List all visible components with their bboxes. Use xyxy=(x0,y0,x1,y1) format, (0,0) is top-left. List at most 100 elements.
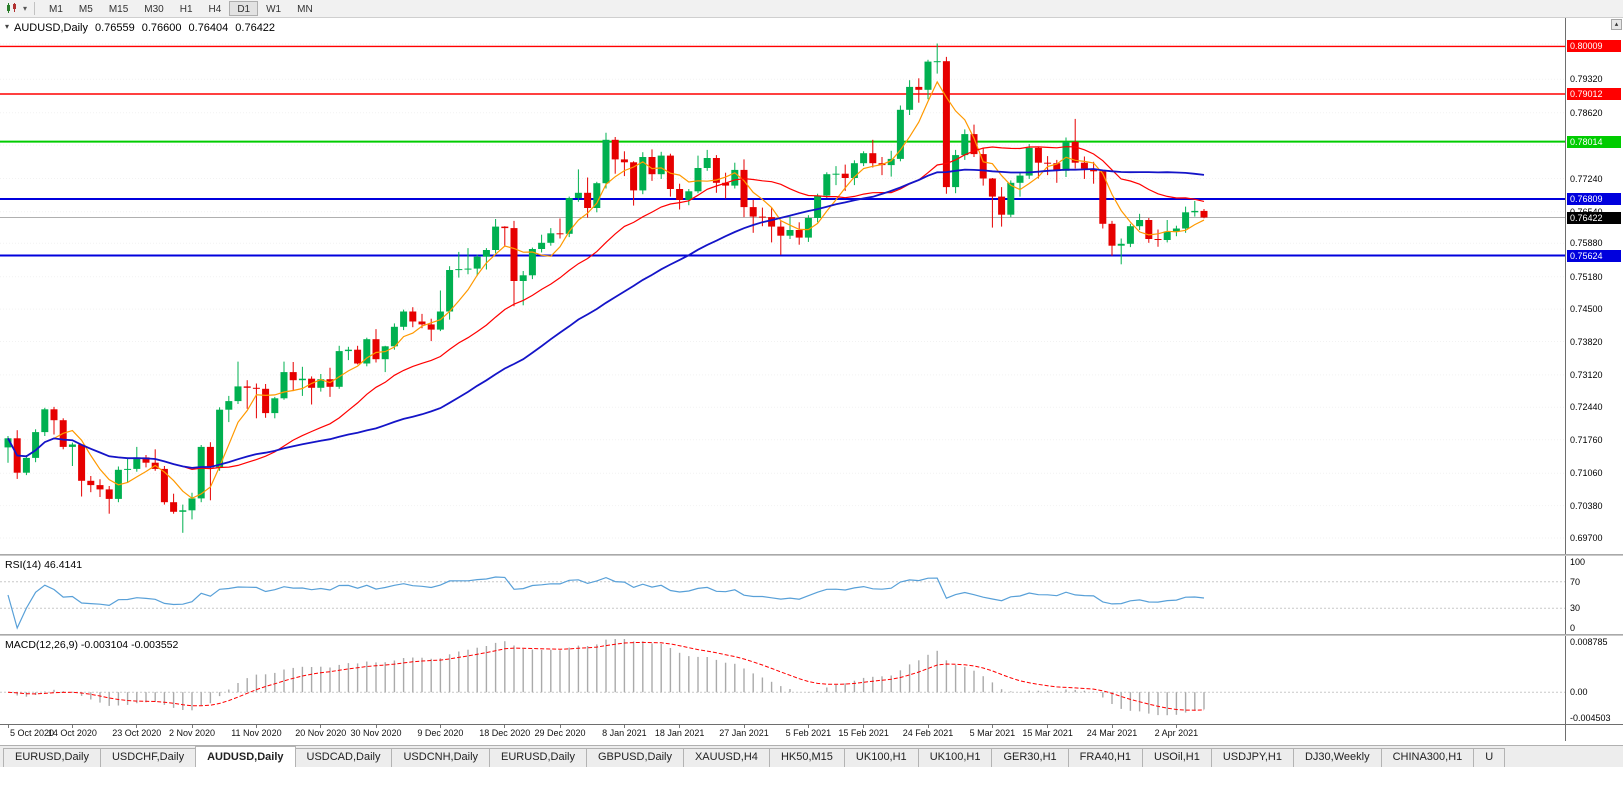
time-axis[interactable]: 5 Oct 2020 14 Oct 2020 23 Oct 2020 2 Nov 20… xyxy=(0,725,1565,741)
hline-price-badge: 0.80009 xyxy=(1567,40,1621,53)
timeframe-button-m1[interactable]: M1 xyxy=(49,4,63,15)
price-axis-label: 0.79320 xyxy=(1570,74,1603,85)
collapse-indicators-icon[interactable]: ▾ xyxy=(5,22,10,31)
chart-title-close: 0.76422 xyxy=(235,22,276,34)
chart-tab-usoil-h1[interactable]: USOil,H1 xyxy=(1142,748,1212,767)
price-axis-label: 0.75880 xyxy=(1570,238,1603,249)
chart-title-low: 0.76404 xyxy=(188,22,229,34)
macd-chart[interactable]: MACD(12,26,9) -0.003104 -0.003552 xyxy=(0,636,1565,724)
rsi-label: RSI(14) 46.4141 xyxy=(5,559,83,571)
macd-label: MACD(12,26,9) -0.003104 -0.003552 xyxy=(5,639,179,651)
time-axis-tick xyxy=(255,725,257,728)
panel-separator[interactable] xyxy=(0,634,1623,636)
time-axis-label: 30 Nov 2020 xyxy=(350,728,402,738)
time-axis-label: 15 Mar 2021 xyxy=(1022,728,1073,738)
timeframe-button-mn[interactable]: MN xyxy=(297,4,313,15)
time-axis-label: 2 Apr 2021 xyxy=(1154,728,1199,738)
time-axis-tick xyxy=(1047,725,1049,728)
price-axis-label: 0.78620 xyxy=(1570,107,1603,118)
price-axis-label: 0.70380 xyxy=(1570,500,1603,511)
rsi-indicator-panel: RSI(14) 46.4141 100 70 30 0 xyxy=(0,556,1623,634)
chart-tab-eurusd-daily[interactable]: EURUSD,Daily xyxy=(489,748,587,767)
time-axis-corner xyxy=(1565,725,1623,741)
time-axis-label: 11 Nov 2020 xyxy=(231,728,282,738)
chart-title-high: 0.76600 xyxy=(141,22,182,34)
timeframe-button-m30[interactable]: M30 xyxy=(144,4,164,15)
time-axis-tick xyxy=(863,725,865,728)
dropdown-caret-icon[interactable]: ▾ xyxy=(22,4,27,13)
time-axis-label: 18 Jan 2021 xyxy=(654,728,705,738)
chart-tab-xauusd-h4[interactable]: XAUUSD,H4 xyxy=(682,748,770,767)
time-axis-row: 5 Oct 2020 14 Oct 2020 23 Oct 2020 2 Nov 20… xyxy=(0,724,1623,741)
timeframe-button-d1[interactable]: D1 xyxy=(229,1,259,16)
chart-title-symbol: AUDUSD,Daily xyxy=(14,22,88,34)
panel-separator[interactable] xyxy=(0,554,1623,556)
chart-tab-dj30-weekly[interactable]: DJ30,Weekly xyxy=(1292,748,1382,767)
timeframe-button-m5[interactable]: M5 xyxy=(78,4,93,15)
chart-tab-usdjpy-h1[interactable]: USDJPY,H1 xyxy=(1210,748,1294,767)
chart-tab-u[interactable]: U xyxy=(1473,748,1506,767)
gap xyxy=(0,741,1623,745)
chart-title: ▾ AUDUSD,Daily 0.76559 0.76600 0.76404 0… xyxy=(5,22,275,34)
timeframe-button-h1[interactable]: H1 xyxy=(179,4,193,15)
time-axis-label: 5 Oct 2020 xyxy=(9,728,55,738)
main-chart-panel: ▾ AUDUSD,Daily 0.76559 0.76600 0.76404 0… xyxy=(0,18,1623,554)
time-axis-label: 2 Nov 2020 xyxy=(168,728,216,738)
hline-price-badge: 0.78014 xyxy=(1567,135,1621,148)
price-axis-label: 0.77240 xyxy=(1570,173,1603,184)
rsi-axis-label: 70 xyxy=(1570,576,1581,587)
chart-tab-uk100-h1[interactable]: UK100,H1 xyxy=(917,748,993,767)
time-axis-tick xyxy=(623,725,625,728)
chart-type-icon[interactable] xyxy=(4,2,20,16)
time-axis-tick xyxy=(439,725,441,728)
price-chart[interactable]: ▾ AUDUSD,Daily 0.76559 0.76600 0.76404 0… xyxy=(0,18,1565,554)
time-axis-label: 14 Oct 2020 xyxy=(47,728,97,738)
rsi-axis-label: 30 xyxy=(1570,603,1581,614)
macd-axis-label: -0.004503 xyxy=(1570,713,1611,723)
macd-indicator-panel: MACD(12,26,9) -0.003104 -0.003552 0.0087… xyxy=(0,636,1623,724)
time-axis-tick xyxy=(71,725,73,728)
chart-tab-fra40-h1[interactable]: FRA40,H1 xyxy=(1067,748,1144,767)
time-axis-label: 8 Jan 2021 xyxy=(602,728,647,738)
time-axis-tick xyxy=(807,725,809,728)
chart-tab-hk50-m15[interactable]: HK50,M15 xyxy=(768,748,845,767)
chart-tab-usdchf-daily[interactable]: USDCHF,Daily xyxy=(99,748,197,767)
macd-axis[interactable]: 0.008785 0.00 -0.004503 xyxy=(1565,636,1623,724)
time-axis-tick xyxy=(191,725,193,728)
price-axis-label: 0.69700 xyxy=(1570,533,1603,543)
chart-tab-usdcad-daily[interactable]: USDCAD,Daily xyxy=(294,748,393,767)
toolbar-separator xyxy=(34,2,35,15)
chart-tab-ger30-h1[interactable]: GER30,H1 xyxy=(991,748,1069,767)
timeframe-button-w1[interactable]: W1 xyxy=(266,4,282,15)
price-axis[interactable]: 0.800600.793200.786200.779400.772400.765… xyxy=(1565,18,1623,554)
time-axis-label: 20 Nov 2020 xyxy=(295,728,347,738)
chart-tab-audusd-daily[interactable]: AUDUSD,Daily xyxy=(195,746,296,767)
time-axis-label: 23 Oct 2020 xyxy=(112,728,162,738)
timeframe-button-h4[interactable]: H4 xyxy=(208,4,222,15)
time-axis-label: 29 Dec 2020 xyxy=(534,728,586,738)
chart-scroll-up-button[interactable]: ▴ xyxy=(1611,19,1622,30)
rsi-axis[interactable]: 100 70 30 0 xyxy=(1565,556,1623,634)
time-axis-tick xyxy=(320,725,322,728)
time-axis-tick xyxy=(136,725,138,728)
price-axis-label: 0.73120 xyxy=(1570,369,1603,380)
macd-axis-label: 0.00 xyxy=(1570,687,1588,698)
rsi-chart[interactable]: RSI(14) 46.4141 xyxy=(0,556,1565,634)
hline-price-badge: 0.79012 xyxy=(1567,88,1621,100)
time-axis-tick xyxy=(679,725,681,728)
time-axis-label: 15 Feb 2021 xyxy=(838,728,889,738)
chart-tab-eurusd-daily[interactable]: EURUSD,Daily xyxy=(3,748,101,767)
time-axis-tick xyxy=(991,725,993,728)
time-axis-label: 24 Feb 2021 xyxy=(902,728,954,738)
chart-tab-china300-h1[interactable]: CHINA300,H1 xyxy=(1380,748,1475,767)
time-axis-label: 18 Dec 2020 xyxy=(479,728,531,738)
time-axis-tick xyxy=(1175,725,1177,728)
chart-tab-uk100-h1[interactable]: UK100,H1 xyxy=(843,748,919,767)
timeframe-buttons: M1 M5 M15 M30 H1 H4 D1 W1 MN xyxy=(41,1,321,16)
timeframe-button-m15[interactable]: M15 xyxy=(108,4,129,15)
rsi-axis-label: 100 xyxy=(1570,557,1586,567)
hline-price-badge: 0.76809 xyxy=(1567,193,1621,205)
chart-tab-gbpusd-daily[interactable]: GBPUSD,Daily xyxy=(586,748,684,767)
time-axis-tick xyxy=(375,725,377,728)
chart-tab-usdcnh-daily[interactable]: USDCNH,Daily xyxy=(391,748,491,767)
